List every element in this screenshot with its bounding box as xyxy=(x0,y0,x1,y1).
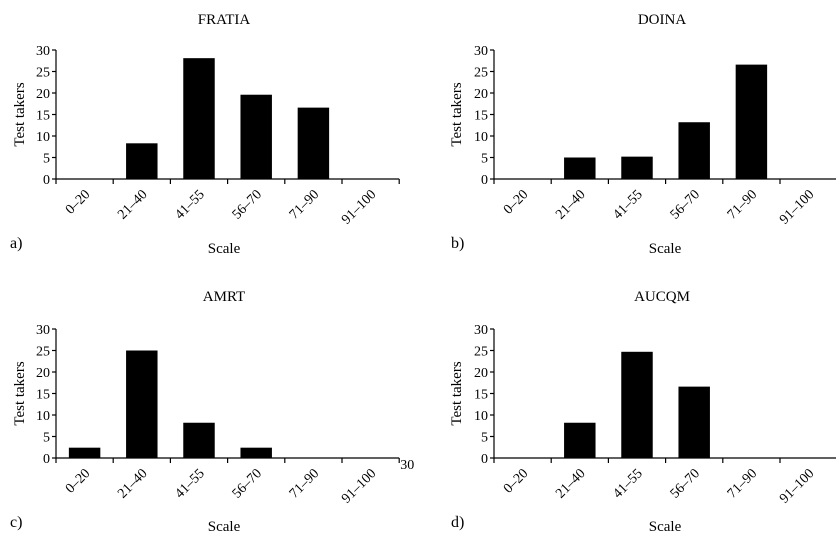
x-tick-label: 0–20 xyxy=(501,187,531,217)
panel-letter: c) xyxy=(10,514,22,531)
x-tick-label: 21–40 xyxy=(553,187,588,222)
y-tick-label: 10 xyxy=(36,130,50,145)
y-tick-label: 25 xyxy=(36,66,50,81)
x-tick-label: 21–40 xyxy=(115,466,150,501)
y-tick-label: 5 xyxy=(43,152,50,167)
x-tick-label: 71–90 xyxy=(725,187,760,222)
y-tick-label: 20 xyxy=(36,366,50,381)
chart-panel-2: DOINA 0 5 10 15 20 25 30 0–20 21–40 41–55 56–70 71–9… xyxy=(449,12,836,257)
y-tick-label: 5 xyxy=(481,431,488,446)
x-axis-label: Scale xyxy=(208,519,241,535)
y-tick-label: 5 xyxy=(43,431,50,446)
chart-title: AMRT xyxy=(203,289,245,305)
bar-0–20 xyxy=(68,447,101,458)
x-tick-label: 41–55 xyxy=(172,466,207,501)
panel-letter: d) xyxy=(451,514,464,531)
bar-71–90 xyxy=(297,107,330,179)
chart-title: AUCQM xyxy=(634,289,690,305)
bar-71–90 xyxy=(735,64,768,179)
bar-56–70 xyxy=(678,122,710,179)
x-tick-label: 91–100 xyxy=(777,466,817,506)
y-tick-label: 0 xyxy=(481,452,488,467)
bar-56–70 xyxy=(678,386,710,458)
x-tick-label: 21–40 xyxy=(115,187,150,222)
y-tick-label: 10 xyxy=(36,409,50,424)
x-tick-label: 71–90 xyxy=(287,466,322,501)
bar-41–55 xyxy=(621,351,653,458)
y-tick-label: 30 xyxy=(36,44,50,59)
x-tick-label: 0–20 xyxy=(63,187,93,217)
bar-21–40 xyxy=(126,143,158,179)
x-tick-label: 91–100 xyxy=(339,466,379,506)
chart-title: DOINA xyxy=(638,12,686,28)
y-tick-label: 20 xyxy=(474,366,488,381)
x-tick-label: 41–55 xyxy=(610,466,645,501)
panel-letter: b) xyxy=(451,235,464,252)
x-tick-label: 71–90 xyxy=(725,466,760,501)
x-tick-label: 56–70 xyxy=(668,187,703,222)
bar-21–40 xyxy=(564,422,596,458)
x-tick-label: 0–20 xyxy=(501,466,531,496)
x-tick-label: 0–20 xyxy=(63,466,93,496)
chart-panel-1: FRATIA 0 5 10 15 20 25 30 0–20 21–40 41–55 56–70 71–… xyxy=(10,12,400,257)
x-tick-label: 41–55 xyxy=(172,187,207,222)
y-tick-label: 0 xyxy=(481,173,488,188)
x-tick-label: 91–100 xyxy=(777,187,817,227)
y-tick-label: 30 xyxy=(474,323,488,338)
y-tick-label: 10 xyxy=(474,409,488,424)
x-tick-label: 71–90 xyxy=(287,187,322,222)
x-tick-label: 21–40 xyxy=(553,466,588,501)
bar-41–55 xyxy=(621,156,653,179)
y-axis-label: Test takers xyxy=(12,361,28,426)
y-tick-label: 25 xyxy=(474,66,488,81)
y-tick-label: 30 xyxy=(36,323,50,338)
y-axis-label: Test takers xyxy=(449,361,465,426)
y-tick-label: 15 xyxy=(474,109,488,124)
chart-title: FRATIA xyxy=(198,12,251,28)
x-tick-label: 56–70 xyxy=(230,466,265,501)
bar-21–40 xyxy=(126,350,158,458)
y-tick-label: 0 xyxy=(43,452,50,467)
y-axis-label: Test takers xyxy=(12,82,28,147)
chart-panel-3: AMRT 0 5 10 15 20 25 30 0–20 21–40 41–55 56–70 71–90… xyxy=(10,289,414,535)
chart-panel-4: AUCQM 0 5 10 15 20 25 30 0–20 21–40 41–55 56–70 71–9… xyxy=(449,289,836,535)
bar-21–40 xyxy=(564,157,596,179)
y-tick-label: 15 xyxy=(36,109,50,124)
y-tick-label: 0 xyxy=(43,173,50,188)
panel-letter: a) xyxy=(10,235,22,252)
y-tick-label: 25 xyxy=(474,345,488,360)
y-axis-label: Test takers xyxy=(449,82,465,147)
x-tick-label: 91–100 xyxy=(339,187,379,227)
y-tick-label: 30 xyxy=(474,44,488,59)
y-tick-label: 10 xyxy=(474,130,488,145)
x-tick-label: 56–70 xyxy=(230,187,265,222)
y-tick-label: 20 xyxy=(36,87,50,102)
bar-56–70 xyxy=(240,94,272,179)
x-tick-label: 56–70 xyxy=(668,466,703,501)
bar-56–70 xyxy=(240,447,272,458)
bar-41–55 xyxy=(183,422,215,458)
y-tick-label: 25 xyxy=(36,345,50,360)
x-extra-tick-label: 30 xyxy=(400,458,414,473)
y-tick-label: 15 xyxy=(474,388,488,403)
x-tick-label: 41–55 xyxy=(610,187,645,222)
x-axis-label: Scale xyxy=(649,519,682,535)
x-axis-label: Scale xyxy=(649,241,682,257)
y-tick-label: 20 xyxy=(474,87,488,102)
x-axis-label: Scale xyxy=(208,241,241,257)
y-tick-label: 5 xyxy=(481,152,488,167)
bar-41–55 xyxy=(183,58,215,179)
y-tick-label: 15 xyxy=(36,388,50,403)
